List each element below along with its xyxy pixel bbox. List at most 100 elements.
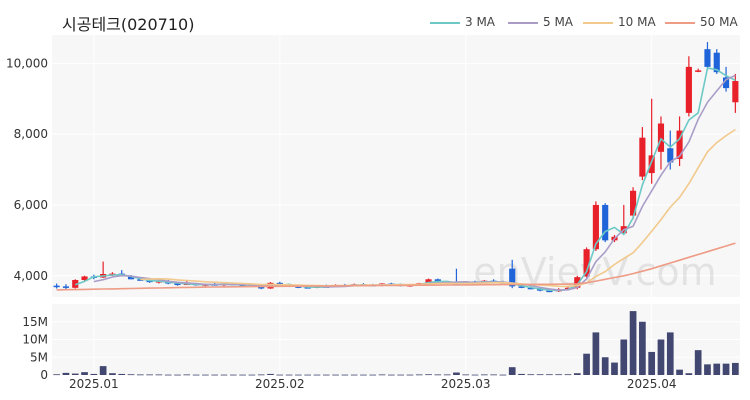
- volume-bar: [406, 374, 414, 376]
- volume-bar: [183, 374, 191, 376]
- candle-body: [732, 81, 739, 103]
- ma50-line: [56, 242, 736, 291]
- volume-tick-label: 5M: [30, 350, 48, 364]
- volume-bar: [694, 350, 702, 375]
- volume-bar: [499, 374, 507, 376]
- volume-bar: [322, 374, 330, 376]
- volume-bar: [648, 351, 656, 375]
- volume-bar: [508, 367, 516, 375]
- volume-bar: [583, 353, 590, 375]
- candle-body: [657, 123, 665, 152]
- candle-body: [81, 276, 88, 281]
- volume-bar: [397, 374, 404, 376]
- candle-body: [685, 66, 692, 113]
- candle-body: [695, 70, 702, 72]
- legend-item-ma10: 10 MA: [583, 15, 656, 29]
- volume-bar: [350, 374, 358, 376]
- volume-bar: [666, 332, 674, 375]
- volume-bar: [295, 374, 302, 376]
- volume-bar: [601, 357, 609, 375]
- volume-bar: [704, 364, 711, 375]
- candle-body: [648, 155, 655, 174]
- candle-body: [295, 286, 302, 288]
- volume-bar: [722, 363, 730, 375]
- candle-body: [704, 49, 711, 67]
- volume-bar: [127, 374, 135, 376]
- legend-label-ma50: 50 MA: [700, 15, 738, 29]
- volume-tick-label: 0: [40, 368, 48, 382]
- price-tick-label: 8,000: [14, 127, 48, 141]
- legend-swatch-ma5: [508, 21, 538, 24]
- volume-bar: [443, 374, 451, 376]
- volume-bar: [211, 374, 219, 376]
- legend-label-ma3: 3 MA: [465, 15, 496, 29]
- volume-bar: [109, 373, 116, 375]
- candle-body: [62, 286, 70, 288]
- legend-swatch-ma50: [665, 21, 695, 24]
- volume-bar: [573, 373, 581, 375]
- volume-bar: [527, 374, 535, 376]
- legend-item-ma3: 3 MA: [430, 15, 495, 29]
- candle-body: [713, 52, 720, 73]
- volume-bar: [629, 311, 637, 375]
- candle-body: [546, 290, 553, 293]
- volume-bar: [276, 374, 284, 376]
- candle-body: [667, 148, 674, 163]
- legend-swatch-ma10: [583, 21, 613, 24]
- price-tick-label: 4,000: [14, 269, 48, 283]
- candle-body: [574, 277, 581, 288]
- volume-bar: [453, 372, 460, 375]
- candle-body: [564, 287, 572, 290]
- volume-bar: [564, 374, 572, 376]
- volume-bar: [713, 363, 721, 375]
- candle-body: [276, 282, 283, 285]
- volume-bar: [341, 374, 349, 376]
- volume-bar: [657, 339, 665, 375]
- legend-swatch-ma3: [430, 21, 460, 24]
- volume-bar: [164, 374, 172, 376]
- candle-body: [527, 287, 534, 290]
- candle-body: [639, 137, 646, 177]
- volume-bar: [480, 374, 488, 376]
- volume-bar: [555, 374, 563, 376]
- volume-bar: [388, 374, 395, 376]
- volume-bar: [332, 374, 339, 376]
- candle-body: [583, 249, 590, 277]
- ma10-line: [140, 128, 736, 288]
- volume-bar: [369, 374, 377, 376]
- volume-bar: [71, 373, 79, 375]
- legend-label-ma10: 10 MA: [618, 15, 656, 29]
- volume-bar: [611, 362, 618, 375]
- volume-bar: [313, 374, 321, 376]
- volume-bar: [304, 374, 312, 376]
- candle-body: [722, 77, 730, 89]
- volume-bar: [360, 374, 367, 376]
- volume-bar: [229, 374, 237, 376]
- volume-bar: [99, 366, 107, 375]
- volume-bar: [490, 374, 497, 376]
- volume-bar: [239, 374, 246, 376]
- volume-bar: [81, 372, 88, 375]
- volume-bar: [53, 374, 60, 376]
- volume-bar: [592, 332, 600, 375]
- legend: 3 MA 5 MA 10 MA 50 MA: [420, 15, 740, 31]
- volume-bar: [155, 374, 163, 376]
- volume-bar: [415, 374, 423, 376]
- volume-bar: [90, 373, 98, 375]
- volume-bar: [518, 373, 525, 375]
- volume-bar: [257, 374, 265, 376]
- candle-body: [127, 276, 135, 280]
- volume-bar: [62, 372, 70, 375]
- price-plot-area: [52, 35, 740, 297]
- volume-bar: [202, 374, 209, 376]
- volume-bar: [471, 374, 479, 376]
- volume-bar: [536, 374, 544, 376]
- volume-bar: [378, 374, 386, 376]
- volume-bar: [620, 339, 628, 375]
- candle-body: [630, 190, 637, 216]
- candle-body: [53, 285, 60, 288]
- price-tick-label: 6,000: [14, 198, 48, 212]
- volume-bar: [676, 369, 683, 375]
- volume-bar: [434, 374, 442, 376]
